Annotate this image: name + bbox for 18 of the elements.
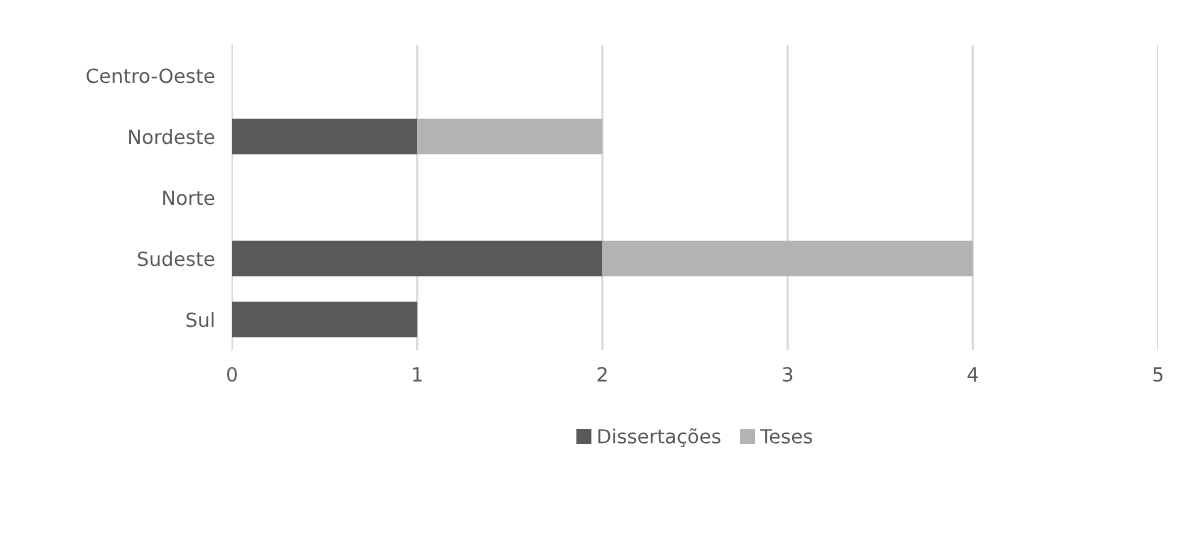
- y-tick-label: Nordeste: [129, 129, 215, 145]
- legend-label: Dissertações: [598, 428, 721, 448]
- legend-label: Teses: [760, 429, 812, 444]
- bar: [602, 240, 973, 277]
- y-tick-label: Sudeste: [137, 251, 215, 267]
- x-tick-label: 4: [967, 367, 978, 382]
- x-tick-label: 3: [782, 367, 793, 382]
- x-tick-label: 5: [1153, 367, 1163, 382]
- x-tick-label: 1: [413, 367, 422, 382]
- x-tick-label: 0: [227, 367, 237, 382]
- bar: [417, 118, 603, 155]
- y-tick-label: Centro-Oeste: [86, 68, 215, 84]
- y-tick-label: Norte: [163, 190, 215, 206]
- y-tick-label: Sul: [186, 312, 214, 328]
- bar: [232, 240, 603, 277]
- bar: [232, 301, 418, 338]
- bar: [232, 118, 418, 155]
- x-tick-label: 2: [597, 367, 607, 382]
